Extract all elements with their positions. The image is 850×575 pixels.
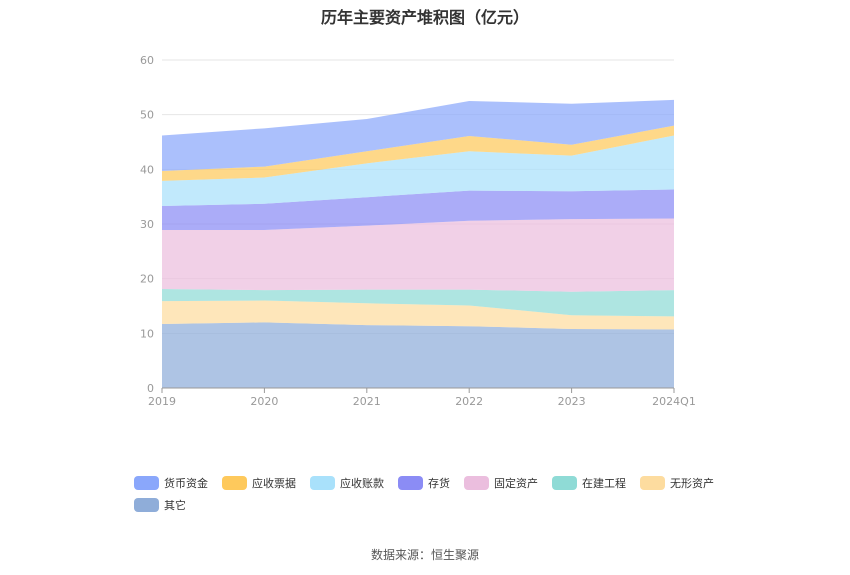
area-series-应收票据[interactable]	[162, 125, 674, 181]
legend-item-存货[interactable]: 存货	[398, 472, 450, 494]
legend-swatch	[134, 476, 159, 490]
area-series-无形资产[interactable]	[162, 300, 674, 330]
x-tick-label: 2024Q1	[652, 395, 696, 408]
legend-swatch	[640, 476, 665, 490]
area-series-固定资产[interactable]	[162, 218, 674, 292]
legend-label: 存货	[428, 477, 450, 490]
legend-item-应收票据[interactable]: 应收票据	[222, 472, 296, 494]
legend-item-应收账款[interactable]: 应收账款	[310, 472, 384, 494]
legend-item-固定资产[interactable]: 固定资产	[464, 472, 538, 494]
chart-title: 历年主要资产堆积图（亿元）	[320, 8, 529, 27]
y-tick-label: 60	[140, 54, 154, 67]
y-tick-label: 20	[140, 273, 154, 286]
area-series-其它[interactable]	[162, 322, 674, 388]
legend-item-其它[interactable]: 其它	[134, 494, 186, 516]
legend-label: 无形资产	[670, 477, 714, 490]
legend-swatch	[464, 476, 489, 490]
area-series-在建工程[interactable]	[162, 289, 674, 317]
legend-label: 应收账款	[340, 477, 384, 490]
stacked-area-chart: 0 10 20 30 40 50 60 2019 2020 2021 2022 2023 2024Q1	[140, 54, 696, 408]
legend-swatch	[398, 476, 423, 490]
x-tick-label: 2022	[455, 395, 483, 408]
x-tick-label: 2020	[250, 395, 278, 408]
x-tick-label: 2021	[353, 395, 381, 408]
data-source: 数据来源：恒生聚源	[370, 548, 479, 562]
y-tick-label: 0	[147, 382, 154, 395]
legend-swatch	[222, 476, 247, 490]
legend-item-在建工程[interactable]: 在建工程	[552, 472, 626, 494]
y-tick-label: 30	[140, 218, 154, 231]
legend-label: 固定资产	[494, 477, 538, 490]
legend-swatch	[552, 476, 577, 490]
legend-item-货币资金[interactable]: 货币资金	[134, 472, 208, 494]
legend-swatch	[134, 498, 159, 512]
area-series-货币资金[interactable]	[162, 99, 674, 171]
y-tick-label: 40	[140, 163, 154, 176]
chart-legend: 货币资金 应收票据 应收账款 存货 固定资产 在建工程 无形资产其它	[134, 472, 734, 516]
x-tick-label: 2023	[558, 395, 586, 408]
area-series-存货[interactable]	[162, 189, 674, 231]
y-tick-label: 50	[140, 109, 154, 122]
y-tick-label: 10	[140, 327, 154, 340]
legend-swatch	[310, 476, 335, 490]
area-series-应收账款[interactable]	[162, 135, 674, 206]
legend-label: 应收票据	[252, 477, 296, 490]
legend-label: 其它	[164, 499, 186, 512]
legend-label: 货币资金	[164, 477, 208, 490]
legend-item-无形资产[interactable]: 无形资产	[640, 472, 714, 494]
legend-label: 在建工程	[582, 477, 626, 490]
x-tick-label: 2019	[148, 395, 176, 408]
